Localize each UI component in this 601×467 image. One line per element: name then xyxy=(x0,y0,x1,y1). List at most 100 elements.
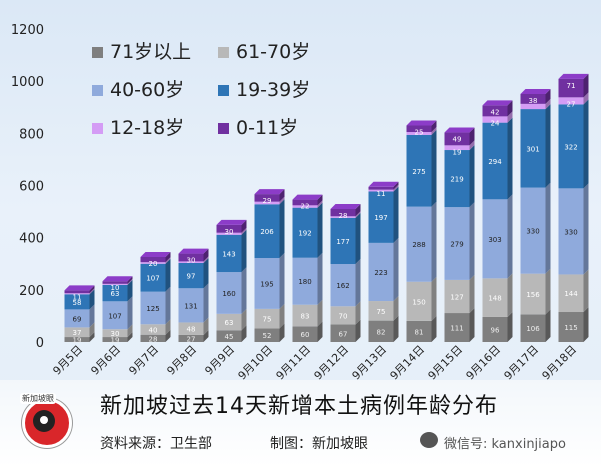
bar-side xyxy=(89,322,95,338)
legend-label: 19-39岁 xyxy=(236,79,310,101)
bar-value-label: 28 xyxy=(339,212,348,220)
bar-side xyxy=(355,319,361,342)
bar-value-label: 177 xyxy=(336,238,349,246)
bar-side xyxy=(431,127,437,135)
bar-side xyxy=(393,186,399,243)
bar-value-label: 81 xyxy=(415,328,424,336)
bar-value-label: 197 xyxy=(374,214,387,222)
bar-value-label: 30 xyxy=(225,228,234,236)
legend-label: 71岁以上 xyxy=(110,41,191,63)
bar-segment xyxy=(102,281,128,284)
bar-side xyxy=(127,324,133,338)
bar-side xyxy=(127,276,133,284)
bar-side xyxy=(127,278,133,285)
bar-value-label: 107 xyxy=(108,312,121,320)
bar-segment xyxy=(102,337,128,342)
bar-segment xyxy=(178,334,204,342)
y-tick-label: 400 xyxy=(19,232,44,247)
bar-value-label: 10 xyxy=(111,284,120,292)
bar-value-label: 106 xyxy=(526,325,540,333)
bar-side xyxy=(165,286,171,325)
bar-side xyxy=(127,296,133,330)
bar-side xyxy=(165,251,171,263)
bar-segment xyxy=(64,290,90,294)
bar-side xyxy=(431,120,437,133)
bar-segment xyxy=(520,93,546,104)
bar-side xyxy=(127,332,133,342)
bar-segment xyxy=(140,262,166,264)
bar-value-label: 19 xyxy=(453,148,462,156)
bar-value-label: 97 xyxy=(187,273,196,281)
bar-segment xyxy=(330,217,356,265)
bar-side xyxy=(165,258,171,292)
x-tick-label: 9月17日 xyxy=(502,343,542,380)
bar-side xyxy=(431,129,437,207)
bar-side xyxy=(279,189,285,202)
bar-side xyxy=(393,237,399,302)
bar-segment xyxy=(444,145,470,151)
bar-segment xyxy=(254,204,280,259)
bar-side xyxy=(583,269,589,313)
bar-side xyxy=(89,289,95,310)
bar-segment xyxy=(140,291,166,325)
bar-segment xyxy=(330,324,356,342)
bar-side xyxy=(279,303,285,329)
bar-side xyxy=(507,100,513,117)
bar-side xyxy=(355,203,361,217)
bar-side xyxy=(317,299,323,327)
bar-value-label: 192 xyxy=(298,230,311,238)
bar-value-label: 111 xyxy=(450,325,463,333)
bar-segment xyxy=(368,186,394,190)
bar-segment xyxy=(444,313,470,342)
bar-top xyxy=(444,127,475,133)
bar-value-label: 29 xyxy=(263,197,272,205)
bar-side xyxy=(355,301,361,325)
bar-segment xyxy=(444,279,470,314)
bar-top xyxy=(178,248,209,254)
bar-segment xyxy=(368,320,394,342)
bar-side xyxy=(165,329,171,342)
bar-value-label: 144 xyxy=(564,290,578,298)
bar-segment xyxy=(102,284,128,302)
x-tick-label: 9月13日 xyxy=(350,343,390,380)
bar-segment xyxy=(292,199,318,206)
y-tick-label: 0 xyxy=(36,336,44,351)
bar-segment xyxy=(254,308,280,329)
bar-side xyxy=(507,273,513,317)
bar-segment xyxy=(558,104,584,189)
bar-value-label: 160 xyxy=(222,290,235,298)
bar-value-label: 70 xyxy=(339,312,348,320)
bar-value-label: 330 xyxy=(526,228,539,236)
bar-value-label: 223 xyxy=(374,269,387,277)
bar-side xyxy=(317,200,323,208)
bar-segment xyxy=(406,134,432,207)
footer xyxy=(0,380,601,467)
bar-segment xyxy=(368,242,394,302)
bar-side xyxy=(431,201,437,282)
bar-side xyxy=(241,219,247,233)
bar-side xyxy=(545,182,551,274)
bar-value-label: 40 xyxy=(149,326,158,334)
bar-segment xyxy=(368,301,394,321)
bar-top xyxy=(368,181,399,187)
bar-segment xyxy=(292,304,318,327)
bar-segment xyxy=(64,327,90,338)
bar-segment xyxy=(368,189,394,192)
bar-segment xyxy=(330,208,356,217)
bar-segment xyxy=(444,132,470,146)
bar-value-label: 131 xyxy=(184,302,197,310)
bar-value-label: 330 xyxy=(564,228,577,236)
bar-segment xyxy=(330,264,356,307)
legend-swatch xyxy=(218,123,229,134)
bar-side xyxy=(431,315,437,342)
bar-value-label: 83 xyxy=(301,313,310,321)
bar-segment xyxy=(482,316,508,342)
x-tick-label: 9月12日 xyxy=(312,343,352,380)
bar-side xyxy=(317,194,323,206)
bar-value-label: 125 xyxy=(146,305,159,313)
bar-segment xyxy=(406,281,432,321)
bar-value-label: 206 xyxy=(260,228,274,236)
bar-segment xyxy=(558,312,584,342)
bar-value-label: 275 xyxy=(412,168,425,176)
x-tick-label: 9月15日 xyxy=(426,343,466,380)
